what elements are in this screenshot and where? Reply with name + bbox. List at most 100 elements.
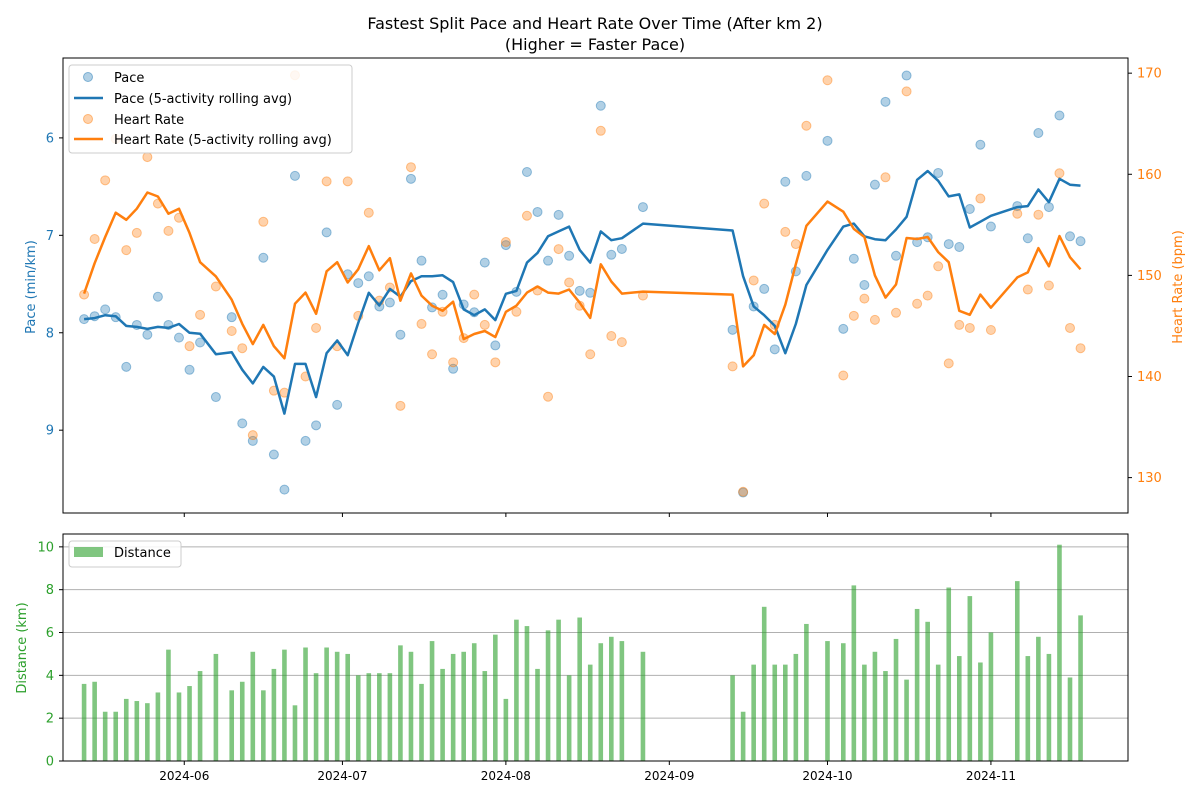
distance-bar	[862, 664, 867, 761]
pace-tick-label: 8	[46, 326, 54, 341]
pace-point	[801, 170, 812, 181]
pace-point	[311, 420, 322, 431]
legend-heart-rate-label: Heart Rate	[114, 113, 184, 128]
distance-bar	[102, 711, 108, 761]
date-axis-ticks: 2024-06 2024-07 2024-08 2024-09 2024-10 2024-…	[159, 761, 1016, 783]
pace-point	[405, 173, 416, 184]
distance-bar	[134, 701, 140, 761]
distance-axis-label: Distance (km)	[15, 602, 30, 693]
legend-pace-marker	[83, 72, 93, 82]
distance-bar	[577, 617, 582, 761]
distance-bar	[783, 664, 788, 761]
heart-rate-point	[1054, 168, 1065, 179]
distance-bar	[113, 711, 119, 761]
distance-bar	[387, 673, 393, 761]
heart-rate-point	[427, 349, 438, 360]
pace-point	[500, 240, 511, 251]
distance-bar	[904, 679, 909, 761]
pace-point	[100, 304, 111, 315]
distance-bar	[1057, 544, 1062, 761]
distance-bar	[840, 643, 846, 761]
distance-bar	[535, 668, 540, 761]
heart-rate-axis-label: Heart Rate (bpm)	[1171, 230, 1186, 344]
heart-rate-point	[1033, 209, 1044, 220]
distance-bar	[292, 705, 298, 761]
heart-rate-point	[226, 326, 237, 336]
distance-tick-label: 2	[46, 712, 54, 727]
distance-bar	[166, 649, 171, 761]
heart-rate-point	[595, 125, 606, 136]
heart-rate-point	[100, 175, 111, 186]
distance-bar	[740, 711, 746, 761]
chart-title: Fastest Split Pace and Heart Rate Over T…	[367, 14, 822, 33]
pace-point	[363, 271, 374, 282]
distance-bar	[872, 651, 878, 761]
pace-point	[780, 176, 791, 187]
distance-bar	[914, 608, 920, 761]
distance-bar	[493, 634, 498, 761]
distance-bar	[239, 681, 245, 761]
pace-point	[553, 209, 564, 220]
pace-rolling-avg-line	[83, 169, 1081, 415]
pace-point	[616, 243, 627, 254]
distance-bar	[772, 664, 778, 761]
distance-bar	[761, 606, 767, 761]
distance-bar	[967, 596, 973, 761]
distance-bar	[956, 656, 962, 761]
heart-rate-point	[448, 357, 459, 368]
pace-point	[637, 202, 648, 213]
heart-rate-point	[490, 357, 501, 368]
distance-legend-swatch	[74, 547, 103, 557]
pace-point	[416, 255, 427, 266]
pace-tick-label: 7	[46, 229, 54, 244]
distance-bar	[461, 651, 466, 761]
distance-bar	[429, 641, 435, 761]
distance-bar	[598, 643, 604, 761]
top-x-ticks	[183, 513, 992, 517]
pace-axis-label: Pace (min/km)	[24, 240, 39, 334]
distance-bar	[1046, 653, 1052, 761]
distance-bar	[925, 621, 930, 761]
top-legend: Pace Pace (5-activity rolling avg) Heart…	[68, 64, 353, 154]
heart-rate-point	[121, 245, 132, 256]
pace-point	[521, 166, 532, 177]
heart-rate-tick-label: 160	[1137, 168, 1162, 183]
pace-point	[142, 329, 153, 340]
pace-point	[353, 278, 364, 289]
distance-bar	[893, 638, 899, 761]
heart-rate-point	[922, 290, 933, 301]
pace-point	[848, 253, 859, 264]
distance-bar	[450, 653, 456, 761]
distance-bar	[619, 641, 625, 761]
heart-rate-point	[738, 486, 749, 497]
heart-rate-point	[1075, 343, 1086, 354]
distance-bar	[804, 623, 809, 761]
x-tick-label: 2024-07	[317, 769, 367, 783]
pace-point	[880, 96, 891, 107]
heart-rate-point	[943, 358, 954, 369]
heart-rate-point	[790, 239, 801, 250]
distance-bar	[545, 630, 551, 761]
pace-point	[738, 487, 749, 498]
heart-rate-point	[500, 237, 511, 248]
x-tick-label: 2024-09	[644, 769, 694, 783]
pace-tick-label: 9	[46, 424, 54, 439]
rolling-average-lines	[82, 169, 1082, 415]
heart-rate-point	[748, 275, 759, 286]
chart-subtitle: (Higher = Faster Pace)	[505, 35, 685, 54]
distance-bar	[883, 671, 888, 761]
heart-rate-point	[311, 322, 322, 333]
pace-point	[289, 170, 300, 181]
x-tick-label: 2024-11	[966, 769, 1016, 783]
distance-tick-label: 4	[46, 669, 54, 684]
pace-point	[237, 418, 248, 429]
distance-bar	[250, 651, 256, 761]
distance-bar	[271, 668, 277, 761]
heart-rate-point	[163, 225, 174, 236]
distance-bar	[440, 668, 445, 761]
pace-tick-label: 6	[46, 131, 54, 146]
pace-point	[891, 250, 902, 261]
heart-rate-point	[1012, 208, 1023, 219]
